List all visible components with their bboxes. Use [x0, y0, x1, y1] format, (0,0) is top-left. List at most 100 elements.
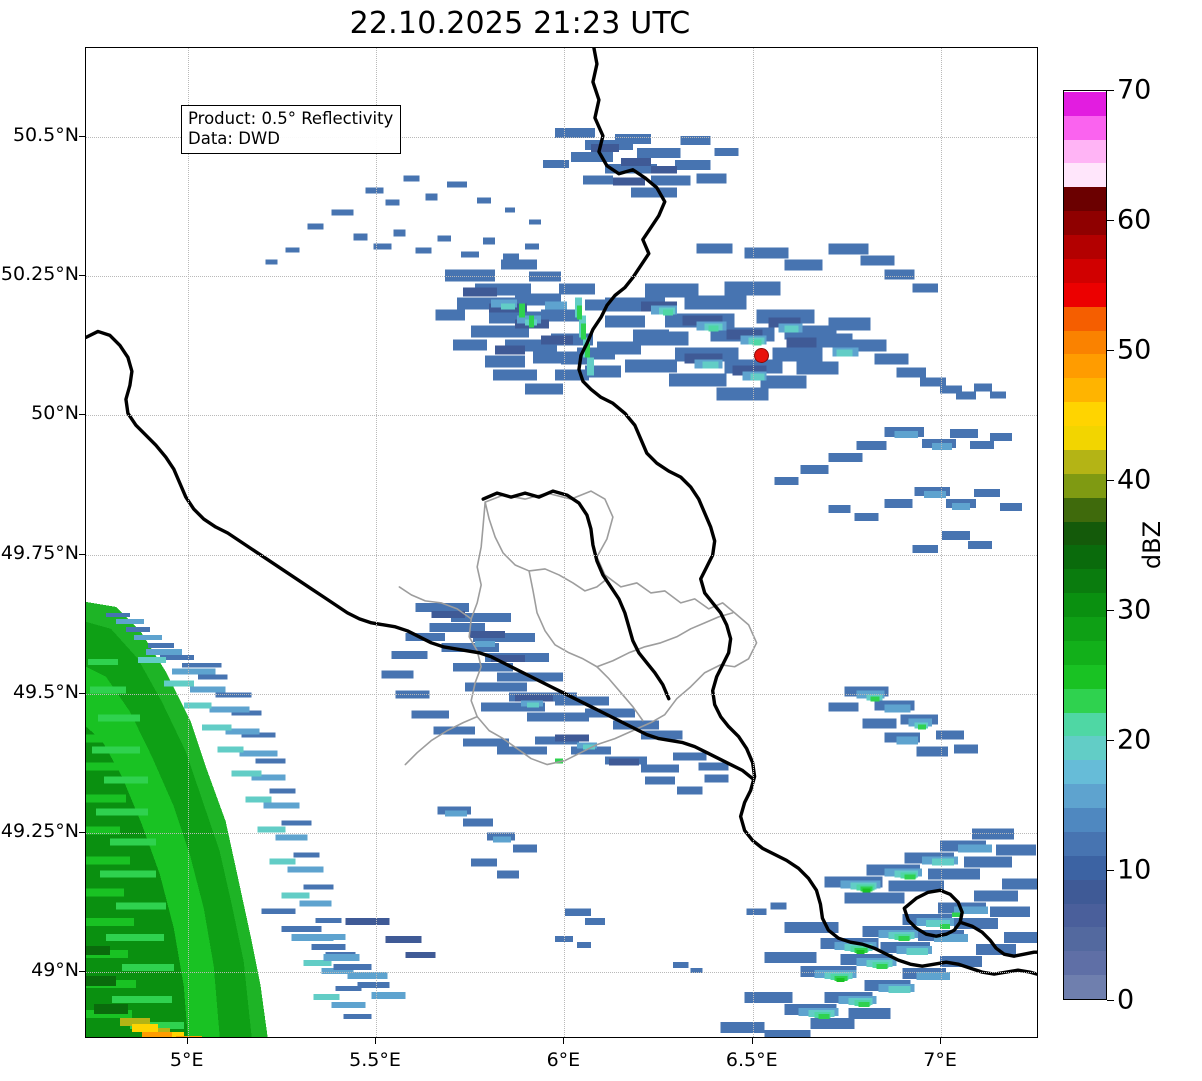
- gridline-horizontal-5: [86, 276, 1037, 278]
- colorbar-tick-label-1: 10: [1117, 854, 1152, 886]
- colorbar-tick-mark-0: [1107, 1000, 1114, 1001]
- radar-map-svg: [86, 48, 1037, 1037]
- y-tick-mark-5: [79, 275, 85, 277]
- colorbar-band-3: [1064, 903, 1106, 928]
- gridline-horizontal-2: [86, 693, 1037, 695]
- x-tick-mark-3: [751, 1038, 753, 1044]
- colorbar-band-19: [1064, 521, 1106, 546]
- colorbar-band-21: [1064, 473, 1106, 498]
- colorbar-band-26: [1064, 354, 1106, 379]
- gridline-vertical-4: [941, 48, 943, 1037]
- colorbar-tick-label-5: 50: [1117, 334, 1152, 366]
- colorbar-tick-mark-6: [1107, 220, 1114, 221]
- x-tick-label-0: 5°E: [169, 1049, 204, 1071]
- colorbar-band-25: [1064, 378, 1106, 403]
- colorbar-band-37: [1064, 91, 1106, 116]
- colorbar-tick-label-7: 70: [1117, 74, 1152, 106]
- x-tick-mark-4: [940, 1038, 942, 1044]
- gridline-vertical-2: [564, 48, 566, 1037]
- gridline-horizontal-3: [86, 554, 1037, 556]
- colorbar-band-29: [1064, 282, 1106, 307]
- y-tick-label-2: 49.5°N: [12, 680, 79, 703]
- y-tick-mark-4: [79, 414, 85, 416]
- colorbar[interactable]: [1063, 90, 1107, 1000]
- gridline-vertical-0: [187, 48, 189, 1037]
- colorbar-tick-label-4: 40: [1117, 464, 1152, 496]
- y-tick-mark-1: [79, 832, 85, 833]
- x-tick-label-3: 6.5°E: [725, 1049, 778, 1071]
- colorbar-band-13: [1064, 664, 1106, 689]
- colorbar-title: dBZ: [1138, 520, 1166, 570]
- colorbar-ticks: 0 10 20 30 40 50 60 70: [1063, 0, 1202, 1081]
- colorbar-band-6: [1064, 831, 1106, 856]
- gridline-vertical-3: [752, 48, 754, 1037]
- colorbar-band-10: [1064, 736, 1106, 761]
- colorbar-band-5: [1064, 855, 1106, 880]
- info-data-line: Data: DWD: [188, 129, 280, 149]
- colorbar-band-14: [1064, 640, 1106, 665]
- colorbar-band-0: [1064, 975, 1106, 999]
- x-tick-mark-0: [186, 1038, 188, 1044]
- colorbar-band-2: [1064, 927, 1106, 952]
- y-tick-label-5: 50.25°N: [0, 263, 79, 286]
- colorbar-band-15: [1064, 617, 1106, 641]
- gridline-horizontal-1: [86, 833, 1037, 834]
- colorbar-band-11: [1064, 712, 1106, 737]
- y-tick-mark-6: [79, 136, 85, 138]
- colorbar-band-33: [1064, 187, 1106, 212]
- y-tick-label-6: 50.5°N: [12, 124, 79, 147]
- y-tick-mark-0: [79, 971, 85, 973]
- colorbar-band-30: [1064, 258, 1106, 283]
- colorbar-band-22: [1064, 449, 1106, 474]
- colorbar-band-32: [1064, 211, 1106, 236]
- y-tick-label-0: 49°N: [31, 959, 79, 982]
- radar-site-marker[interactable]: [753, 347, 769, 363]
- colorbar-band-27: [1064, 330, 1106, 355]
- colorbar-tick-label-0: 0: [1117, 984, 1135, 1016]
- y-tick-mark-3: [79, 553, 85, 555]
- map-plot-area[interactable]: Product: 0.5° Reflectivity Data: DWD: [85, 47, 1038, 1038]
- colorbar-band-9: [1064, 760, 1106, 785]
- colorbar-band-34: [1064, 163, 1106, 188]
- country-border-layer: [86, 48, 1037, 976]
- x-tick-label-2: 6°E: [546, 1049, 581, 1071]
- colorbar-band-28: [1064, 306, 1106, 331]
- x-tick-label-4: 7°E: [923, 1049, 957, 1071]
- colorbar-tick-mark-4: [1107, 480, 1114, 481]
- gridline-horizontal-0: [86, 972, 1037, 974]
- y-axis-labels: 49°N 49.25°N 49.5°N 49.75°N 50°N 50.25°N 50.5°…: [0, 0, 79, 1081]
- colorbar-tick-mark-1: [1107, 870, 1114, 871]
- gridline-vertical-1: [376, 48, 377, 1037]
- admin-border-layer: [398, 490, 758, 766]
- gridline-horizontal-6: [86, 137, 1037, 139]
- colorbar-band-18: [1064, 545, 1106, 570]
- y-tick-label-4: 50°N: [31, 402, 79, 425]
- colorbar-band-24: [1064, 402, 1106, 427]
- colorbar-tick-label-3: 30: [1117, 594, 1152, 626]
- colorbar-band-35: [1064, 139, 1106, 164]
- x-tick-label-1: 5.5°E: [349, 1049, 401, 1071]
- colorbar-band-7: [1064, 808, 1106, 832]
- colorbar-band-8: [1064, 784, 1106, 809]
- x-tick-mark-1: [375, 1038, 377, 1044]
- colorbar-band-12: [1064, 688, 1106, 713]
- product-info-box: Product: 0.5° Reflectivity Data: DWD: [181, 105, 402, 155]
- colorbar-tick-mark-2: [1107, 740, 1114, 741]
- info-product-line: Product: 0.5° Reflectivity: [188, 109, 394, 128]
- radar-echo-layer: [86, 127, 1037, 1037]
- colorbar-band-1: [1064, 951, 1106, 976]
- colorbar-band-31: [1064, 235, 1106, 259]
- colorbar-band-36: [1064, 115, 1106, 140]
- x-tick-mark-2: [563, 1038, 565, 1044]
- map-canvas: [86, 48, 1037, 1037]
- colorbar-band-4: [1064, 879, 1106, 904]
- page-title: 22.10.2025 21:23 UTC: [349, 6, 691, 41]
- colorbar-tick-label-6: 60: [1117, 204, 1152, 236]
- y-tick-mark-2: [79, 692, 85, 694]
- y-tick-label-3: 49.75°N: [0, 541, 79, 564]
- colorbar-tick-mark-3: [1107, 610, 1114, 611]
- colorbar-band-20: [1064, 497, 1106, 522]
- y-tick-label-1: 49.25°N: [0, 820, 79, 842]
